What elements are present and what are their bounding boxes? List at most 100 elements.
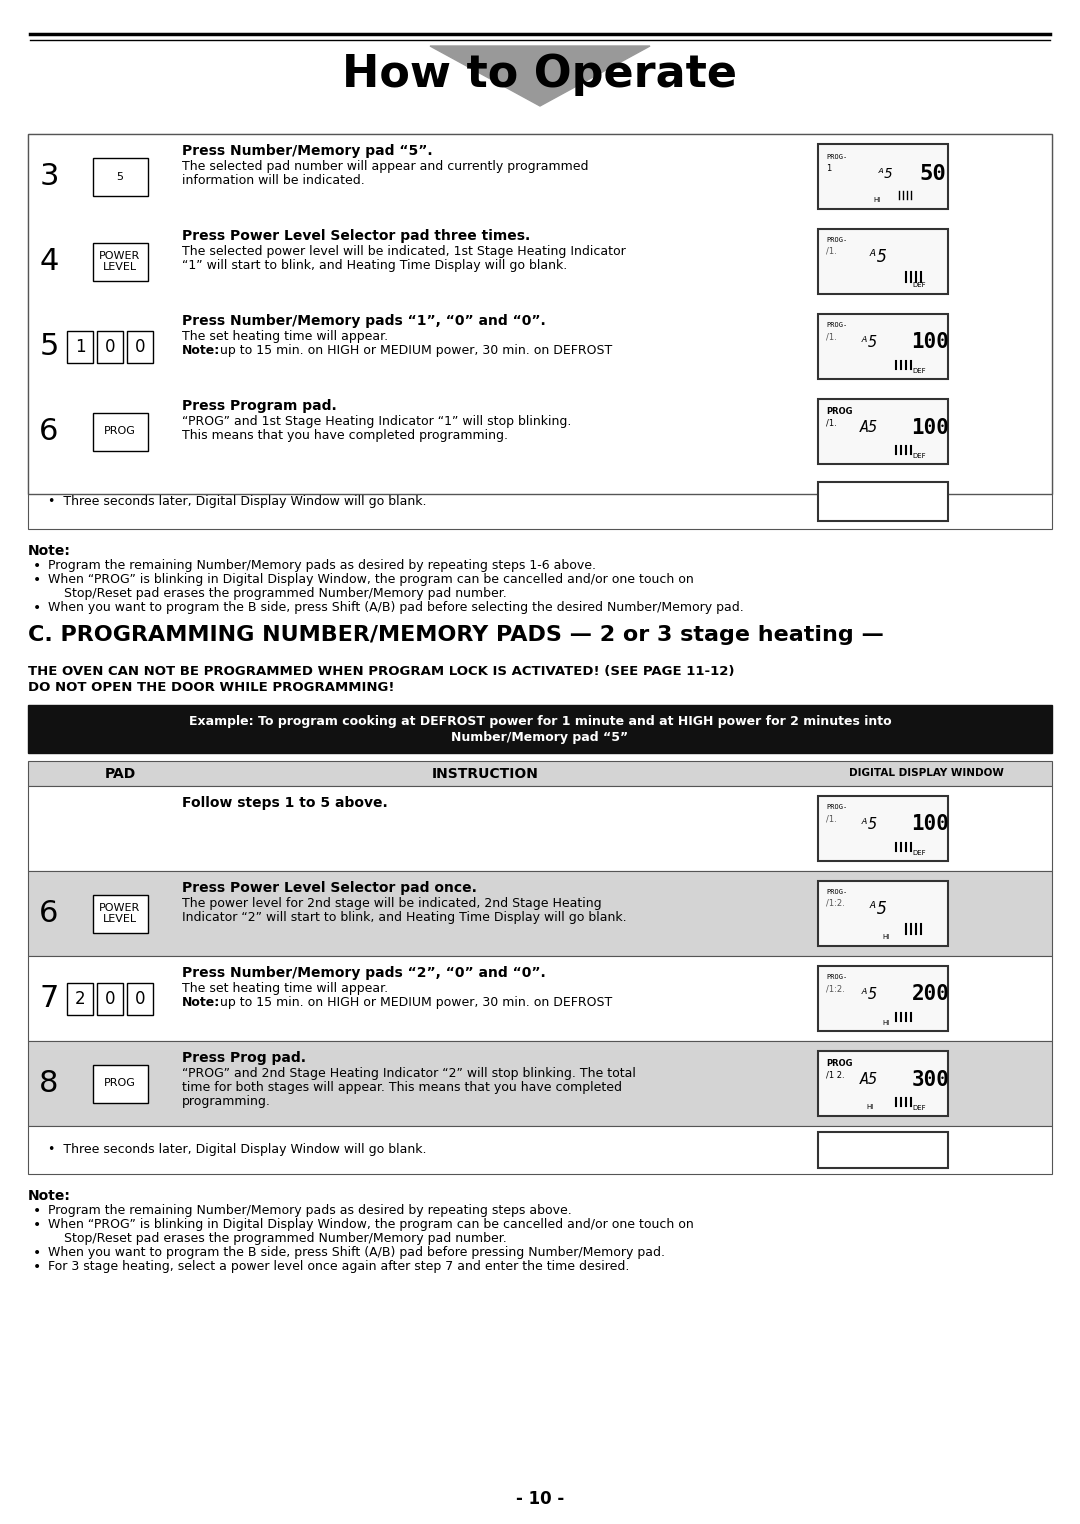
FancyBboxPatch shape — [97, 983, 123, 1015]
Text: PROG-: PROG- — [826, 888, 847, 895]
Text: 7: 7 — [39, 985, 58, 1013]
Text: /1.: /1. — [826, 247, 837, 256]
FancyBboxPatch shape — [93, 1064, 148, 1102]
Text: PAD: PAD — [105, 767, 136, 780]
Text: The selected pad number will appear and currently programmed: The selected pad number will appear and … — [183, 160, 589, 174]
Text: up to 15 min. on HIGH or MEDIUM power, 30 min. on DEFROST: up to 15 min. on HIGH or MEDIUM power, 3… — [220, 344, 612, 357]
Text: Number/Memory pad “5”: Number/Memory pad “5” — [451, 730, 629, 744]
Text: 0: 0 — [105, 989, 116, 1007]
Text: 8: 8 — [39, 1068, 58, 1097]
Text: •: • — [33, 559, 41, 573]
Text: Program the remaining Number/Memory pads as desired by repeating steps 1-6 above: Program the remaining Number/Memory pads… — [48, 559, 596, 572]
Text: /1:2.: /1:2. — [826, 899, 845, 908]
Text: When “PROG” is blinking in Digital Display Window, the program can be cancelled : When “PROG” is blinking in Digital Displ… — [48, 573, 693, 587]
Text: When “PROG” is blinking in Digital Display Window, the program can be cancelled : When “PROG” is blinking in Digital Displ… — [48, 1218, 693, 1231]
Text: 6: 6 — [39, 418, 58, 447]
Text: - 10 -: - 10 - — [516, 1490, 564, 1509]
FancyBboxPatch shape — [28, 1041, 1052, 1126]
FancyBboxPatch shape — [28, 474, 1052, 529]
Text: DEF: DEF — [913, 453, 927, 459]
Text: up to 15 min. on HIGH or MEDIUM power, 30 min. on DEFROST: up to 15 min. on HIGH or MEDIUM power, 3… — [220, 997, 612, 1009]
Text: 0: 0 — [105, 337, 116, 355]
Text: 100: 100 — [912, 814, 949, 835]
Text: 4: 4 — [39, 247, 58, 276]
FancyBboxPatch shape — [818, 796, 948, 861]
Text: The set heating time will appear.: The set heating time will appear. — [183, 331, 388, 343]
FancyBboxPatch shape — [28, 1126, 1052, 1173]
Polygon shape — [430, 46, 650, 107]
FancyBboxPatch shape — [97, 331, 123, 363]
Text: Stop/Reset pad erases the programmed Number/Memory pad number.: Stop/Reset pad erases the programmed Num… — [48, 1231, 507, 1245]
Text: •: • — [33, 600, 41, 616]
Text: •: • — [33, 1204, 41, 1218]
Text: When you want to program the B side, press Shift (A/B) pad before pressing Numbe: When you want to program the B side, pre… — [48, 1247, 665, 1259]
FancyBboxPatch shape — [28, 872, 1052, 956]
Text: The selected power level will be indicated, 1st Stage Heating Indicator: The selected power level will be indicat… — [183, 245, 625, 258]
Text: When you want to program the B side, press Shift (A/B) pad before selecting the : When you want to program the B side, pre… — [48, 600, 744, 614]
Text: Note:: Note: — [28, 1189, 71, 1202]
Text: A5: A5 — [860, 421, 878, 434]
Text: Note:: Note: — [183, 997, 220, 1009]
Text: •: • — [33, 1218, 41, 1231]
Text: •  Three seconds later, Digital Display Window will go blank.: • Three seconds later, Digital Display W… — [48, 495, 427, 507]
Text: /1:2.: /1:2. — [826, 985, 845, 994]
Text: •: • — [33, 573, 41, 587]
Text: •: • — [33, 1260, 41, 1274]
Text: •: • — [33, 1247, 41, 1260]
Text: Follow steps 1 to 5 above.: Follow steps 1 to 5 above. — [183, 796, 388, 809]
FancyBboxPatch shape — [28, 706, 1052, 753]
Text: C. PROGRAMMING NUMBER/MEMORY PADS — 2 or 3 stage heating —: C. PROGRAMMING NUMBER/MEMORY PADS — 2 or… — [28, 625, 883, 645]
Text: DEF: DEF — [913, 282, 927, 288]
Text: For 3 stage heating, select a power level once again after step 7 and enter the : For 3 stage heating, select a power leve… — [48, 1260, 630, 1273]
FancyBboxPatch shape — [818, 399, 948, 463]
Text: The power level for 2nd stage will be indicated, 2nd Stage Heating: The power level for 2nd stage will be in… — [183, 898, 602, 910]
FancyBboxPatch shape — [818, 881, 948, 946]
Text: PROG-: PROG- — [826, 154, 847, 160]
Text: Press Power Level Selector pad once.: Press Power Level Selector pad once. — [183, 881, 477, 895]
FancyBboxPatch shape — [818, 143, 948, 209]
Text: 200: 200 — [912, 985, 949, 1004]
Text: “1” will start to blink, and Heating Time Display will go blank.: “1” will start to blink, and Heating Tim… — [183, 259, 567, 271]
Text: /1.: /1. — [826, 332, 837, 341]
Text: POWER
LEVEL: POWER LEVEL — [99, 902, 140, 924]
Text: ᴬ5: ᴬ5 — [860, 988, 878, 1001]
Text: How to Operate: How to Operate — [342, 52, 738, 96]
Text: Press Number/Memory pad “5”.: Press Number/Memory pad “5”. — [183, 143, 433, 158]
Text: PROG-: PROG- — [826, 974, 847, 980]
Text: programming.: programming. — [183, 1096, 271, 1108]
Text: DEF: DEF — [913, 850, 927, 856]
Text: Program the remaining Number/Memory pads as desired by repeating steps above.: Program the remaining Number/Memory pads… — [48, 1204, 571, 1218]
Text: Press Number/Memory pads “2”, “0” and “0”.: Press Number/Memory pads “2”, “0” and “0… — [183, 966, 545, 980]
Text: The set heating time will appear.: The set heating time will appear. — [183, 981, 388, 995]
Text: 0: 0 — [135, 989, 145, 1007]
Text: HI: HI — [866, 1103, 874, 1109]
Text: Note:: Note: — [28, 544, 71, 558]
Text: /1.: /1. — [826, 419, 837, 428]
FancyBboxPatch shape — [67, 331, 93, 363]
Text: Stop/Reset pad erases the programmed Number/Memory pad number.: Stop/Reset pad erases the programmed Num… — [48, 587, 507, 600]
Text: 2: 2 — [75, 989, 85, 1007]
Text: 6: 6 — [39, 899, 58, 928]
FancyBboxPatch shape — [818, 1052, 948, 1116]
Text: HI: HI — [873, 197, 880, 203]
Text: PROG: PROG — [104, 427, 136, 436]
Text: information will be indicated.: information will be indicated. — [183, 174, 365, 187]
FancyBboxPatch shape — [28, 786, 1052, 872]
Text: DEF: DEF — [913, 367, 927, 373]
Text: PROG: PROG — [104, 1079, 136, 1088]
Text: 100: 100 — [912, 418, 949, 437]
Text: Press Prog pad.: Press Prog pad. — [183, 1052, 306, 1065]
Text: PROG: PROG — [826, 407, 852, 416]
Text: time for both stages will appear. This means that you have completed: time for both stages will appear. This m… — [183, 1081, 622, 1094]
Text: •  Three seconds later, Digital Display Window will go blank.: • Three seconds later, Digital Display W… — [48, 1143, 427, 1157]
FancyBboxPatch shape — [93, 413, 148, 451]
Text: Press Program pad.: Press Program pad. — [183, 399, 337, 413]
Text: PROG-: PROG- — [826, 322, 847, 328]
FancyBboxPatch shape — [818, 1132, 948, 1167]
Text: 1: 1 — [75, 337, 85, 355]
Text: A5: A5 — [860, 1071, 878, 1087]
Text: 1: 1 — [826, 165, 832, 174]
Text: 300: 300 — [912, 1070, 949, 1090]
Text: 50: 50 — [919, 165, 946, 184]
Text: HI: HI — [882, 1020, 889, 1026]
